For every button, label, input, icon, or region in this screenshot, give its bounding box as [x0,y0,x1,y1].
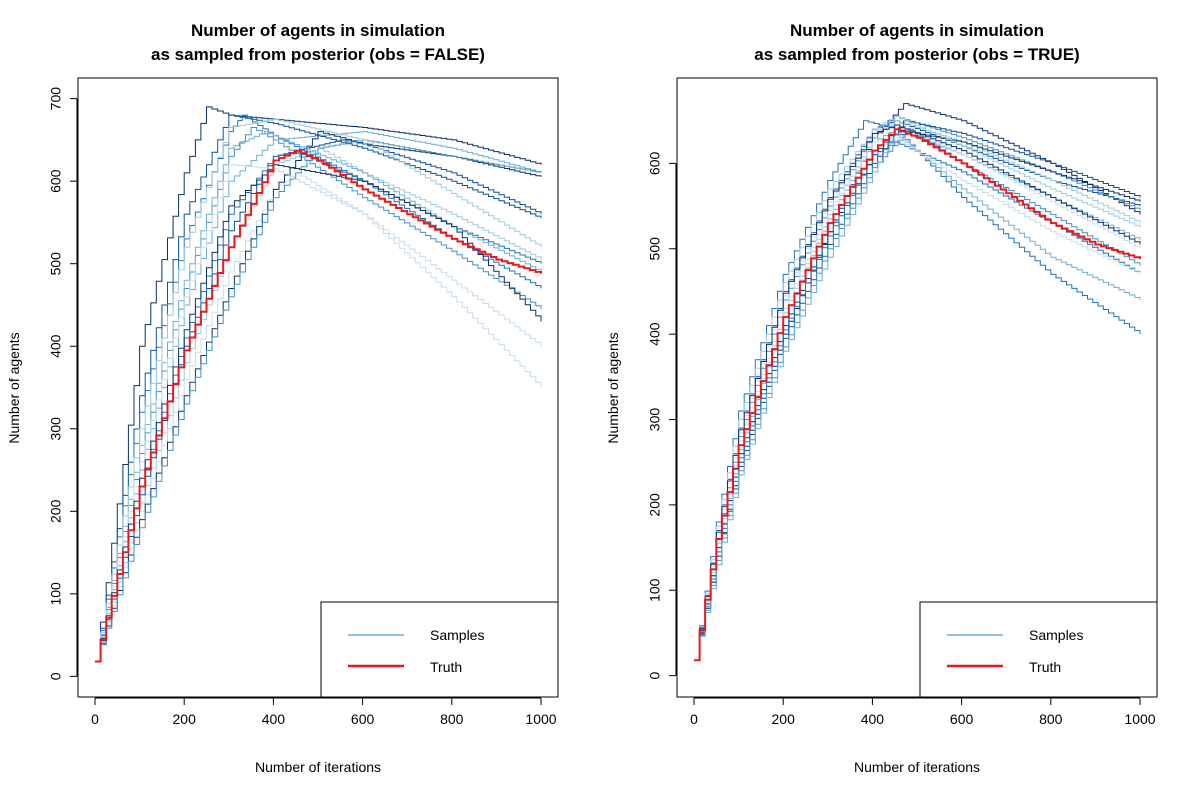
y-axis-label: Number of agents [605,332,621,443]
legend: Samples Truth [320,601,559,698]
sample-series-line [694,141,1141,661]
sample-series-line [694,120,1141,661]
y-tick-label: 0 [48,672,64,680]
sample-series-line [694,124,1141,661]
legend-box [919,601,1158,698]
x-tick-label: 800 [440,711,464,727]
sample-series-line [95,147,542,662]
legend-truth-label: Truth [430,659,462,675]
x-tick-label: 400 [262,711,286,727]
y-tick-label: 100 [647,578,663,602]
y-tick-label: 200 [48,499,64,523]
x-tick-label: 1000 [525,711,556,727]
y-axis-label: Number of agents [6,332,22,443]
sample-series-line [694,137,1141,661]
x-tick-label: 200 [772,711,796,727]
y-tick-label: 100 [48,582,64,606]
sample-series-line [95,106,542,662]
y-tick-label: 400 [647,322,663,346]
sample-series-line [95,164,542,662]
plot-frame [676,77,1158,698]
y-tick-label: 500 [48,252,64,276]
y-tick-label: 300 [647,408,663,432]
plot-area [694,103,1141,662]
sample-series-line [95,164,542,662]
panel-obs-true: Number of agents in simulation as sample… [605,21,1158,775]
x-tick-label: 200 [173,711,197,727]
x-axis-label: Number of iterations [255,759,381,775]
legend-box [320,601,559,698]
sample-series-line [95,139,542,662]
chart-title: Number of agents in simulation [790,21,1044,40]
y-tick-label: 600 [48,169,64,193]
plot-frame [77,77,559,698]
x-axis-label: Number of iterations [854,759,980,775]
panel-obs-false: Number of agents in simulation as sample… [6,21,559,775]
chart-title: Number of agents in simulation [191,21,445,40]
x-tick-label: 600 [351,711,375,727]
legend: Samples Truth [919,601,1158,698]
y-tick-label: 300 [48,417,64,441]
legend-samples-label: Samples [1029,627,1083,643]
x-tick-label: 600 [950,711,974,727]
y-tick-label: 200 [647,493,663,517]
chart-subtitle: as sampled from posterior (obs = TRUE) [754,45,1079,64]
y-tick-label: 400 [48,334,64,358]
x-tick-label: 0 [91,711,99,727]
sample-series-line [95,114,542,662]
y-tick-label: 0 [647,672,663,680]
sample-series-line [694,115,1141,661]
x-tick-label: 1000 [1124,711,1155,727]
y-tick-label: 500 [647,237,663,261]
chart-subtitle: as sampled from posterior (obs = FALSE) [151,45,485,64]
y-tick-label: 600 [647,151,663,175]
y-tick-label: 700 [48,87,64,111]
sample-series-line [95,172,542,662]
sample-series-line [95,131,542,662]
legend-truth-label: Truth [1029,659,1061,675]
x-tick-label: 800 [1039,711,1063,727]
x-tick-label: 400 [861,711,885,727]
truth-series-line [95,149,542,663]
truth-series-line [694,128,1141,662]
plot-area [95,106,542,663]
legend-samples-label: Samples [430,627,484,643]
x-tick-label: 0 [690,711,698,727]
sample-series-line [95,118,542,662]
